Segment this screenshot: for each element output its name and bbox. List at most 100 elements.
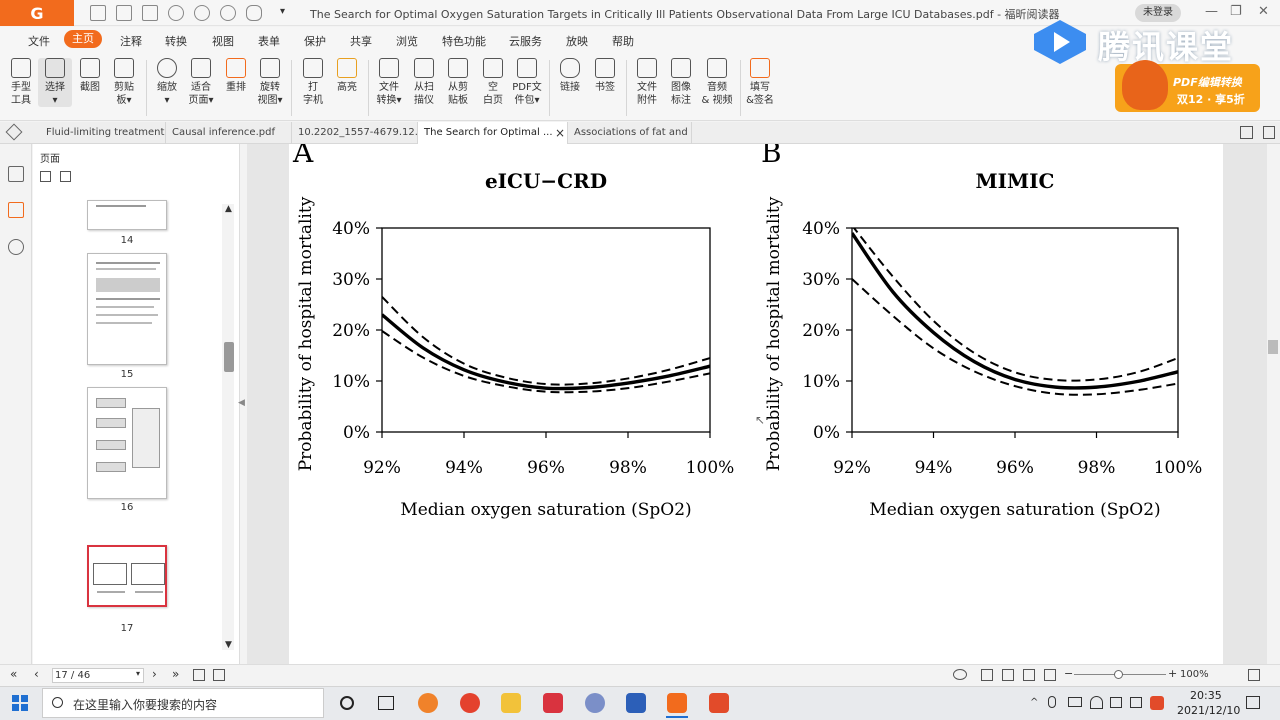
zoom-slider-handle[interactable] <box>1114 670 1123 679</box>
scroll-down-icon[interactable]: ▼ <box>225 640 232 650</box>
grid-view-icon[interactable] <box>1240 126 1253 139</box>
single-page-icon[interactable] <box>981 669 993 681</box>
menu-convert[interactable]: 转换 <box>165 35 187 48</box>
zoom-button[interactable]: 缩放 ▾ <box>150 58 184 107</box>
read-mode-icon[interactable] <box>953 669 967 680</box>
foxit-reader-icon[interactable] <box>667 693 687 713</box>
continuous-page-icon[interactable] <box>1002 669 1014 681</box>
bookmark-panel-icon[interactable] <box>8 166 24 182</box>
page-options-icon[interactable] <box>40 171 51 182</box>
customize-toolbar-icon[interactable]: ▾ <box>280 6 286 17</box>
tab-document[interactable]: 10.2202_1557-4679.12... <box>292 122 418 144</box>
panel-scrollbar[interactable] <box>222 204 234 650</box>
menu-cloud[interactable]: 云服务 <box>509 35 542 48</box>
fill-sign-button[interactable]: 填写 &签名 <box>744 58 776 107</box>
zoom-level[interactable]: 100% <box>1180 669 1209 680</box>
login-button[interactable]: 未登录 <box>1135 4 1181 22</box>
bookmark-button[interactable]: 书签 <box>588 58 622 94</box>
blank-page-button[interactable]: 空 白页 <box>476 58 510 107</box>
document-scrollbar[interactable] <box>1267 144 1280 664</box>
audio-video-button[interactable]: 音频 & 视频 <box>698 58 736 107</box>
pages-panel-icon[interactable] <box>8 202 24 218</box>
highlight-button[interactable]: 高亮 <box>330 58 364 94</box>
document-scrollbar-thumb[interactable] <box>1268 340 1278 354</box>
next-page-icon[interactable]: › <box>152 667 157 681</box>
hand-tool-button[interactable]: 手型 工具 <box>4 58 38 107</box>
cortana-icon[interactable] <box>340 696 354 710</box>
tray-expand-icon[interactable]: ^ <box>1030 697 1039 708</box>
tab-document[interactable]: Causal inference.pdf <box>166 122 292 144</box>
chrome-icon[interactable] <box>460 693 480 713</box>
two-page-icon[interactable] <box>213 669 225 681</box>
first-page-icon[interactable]: « <box>10 667 18 681</box>
file-attachment-button[interactable]: 文件 附件 <box>630 58 664 107</box>
clock-time[interactable]: 20:35 <box>1190 689 1222 702</box>
tab-document[interactable]: Fluid-limiting treatment s... <box>40 122 166 144</box>
typewriter-button[interactable]: 打 字机 <box>296 58 330 107</box>
from-scanner-button[interactable]: 从扫 描仪 <box>407 58 441 107</box>
panel-scrollbar-thumb[interactable] <box>224 342 234 372</box>
wifi-icon[interactable] <box>1090 696 1103 709</box>
undo-arrow-icon[interactable] <box>194 5 210 21</box>
hand-tool-icon[interactable] <box>246 5 262 21</box>
task-view-icon[interactable] <box>378 696 394 710</box>
microphone-icon[interactable] <box>1048 696 1056 708</box>
fullscreen-icon[interactable] <box>1248 669 1260 681</box>
page-thumbnail[interactable] <box>87 200 167 230</box>
battery-icon[interactable] <box>1068 697 1082 707</box>
endnote-icon[interactable] <box>626 693 646 713</box>
select-tool-button[interactable]: 选择 ▾ <box>38 58 72 107</box>
tab-document[interactable]: Associations of fat and ... <box>568 122 692 144</box>
r-icon[interactable] <box>585 693 605 713</box>
clipboard-button[interactable]: 剪贴 板▾ <box>107 58 141 107</box>
open-folder-icon[interactable] <box>90 5 106 21</box>
reflow-button[interactable]: 重排 <box>219 58 253 94</box>
input-method-icon[interactable] <box>1130 697 1142 708</box>
close-tab-icon[interactable]: × <box>555 126 566 140</box>
facing-page-icon[interactable] <box>1023 669 1035 681</box>
menu-home[interactable]: 主页 <box>64 30 102 48</box>
page-thumbnail[interactable] <box>87 253 167 365</box>
rotate-view-button[interactable]: 旋转 视图▾ <box>253 58 287 107</box>
page-delete-icon[interactable] <box>60 171 71 182</box>
window-icon[interactable] <box>1263 126 1275 139</box>
windows-start-icon[interactable] <box>12 695 28 711</box>
page-thumbnail-current[interactable] <box>87 545 167 607</box>
maximize-icon[interactable]: ❐ <box>1230 4 1242 19</box>
menu-browse[interactable]: 浏览 <box>396 35 418 48</box>
file-convert-button[interactable]: 文件 转换▾ <box>372 58 406 107</box>
page-view-icon[interactable] <box>193 669 205 681</box>
firefox-icon[interactable] <box>418 693 438 713</box>
zoom-out-icon[interactable]: − <box>1064 667 1074 680</box>
taskbar-search-box[interactable] <box>42 688 324 718</box>
menu-protect[interactable]: 保护 <box>304 35 326 48</box>
undo-icon[interactable] <box>168 5 184 21</box>
wps-icon[interactable] <box>543 693 563 713</box>
continuous-facing-icon[interactable] <box>1044 669 1056 681</box>
page-number-input[interactable]: 17 / 46 <box>52 668 144 683</box>
menu-comment[interactable]: 注释 <box>120 35 142 48</box>
arcgis-icon[interactable] <box>709 693 729 713</box>
antivirus-icon[interactable] <box>1150 696 1164 710</box>
save-icon[interactable] <box>116 5 132 21</box>
image-annotation-button[interactable]: 图像 标注 <box>664 58 698 107</box>
last-page-icon[interactable]: » <box>172 667 180 681</box>
taskbar-search-placeholder[interactable]: 在这里输入你要搜索的内容 <box>73 698 218 712</box>
menu-view[interactable]: 视图 <box>212 35 234 48</box>
from-clipboard-button[interactable]: 从剪 贴板 <box>441 58 475 107</box>
menu-file[interactable]: 文件 <box>28 35 50 48</box>
clock-date[interactable]: 2021/12/10 <box>1177 704 1241 717</box>
promo-banner[interactable]: PDF编辑转换 双12 · 享5折 <box>1115 64 1260 112</box>
menu-help[interactable]: 帮助 <box>612 35 634 48</box>
pdf-package-button[interactable]: PDF文 件包▾ <box>510 58 544 107</box>
close-window-icon[interactable]: ✕ <box>1258 4 1269 19</box>
page-thumbnail[interactable] <box>87 387 167 499</box>
volume-icon[interactable] <box>1110 697 1122 708</box>
comments-panel-icon[interactable] <box>8 239 24 255</box>
print-icon[interactable] <box>142 5 158 21</box>
app-logo-icon[interactable]: G <box>0 0 74 26</box>
redo-icon[interactable] <box>220 5 236 21</box>
link-button[interactable]: 链接 <box>553 58 587 94</box>
minimize-icon[interactable]: — <box>1205 4 1218 19</box>
page-dropdown-icon[interactable]: ▾ <box>136 669 141 678</box>
